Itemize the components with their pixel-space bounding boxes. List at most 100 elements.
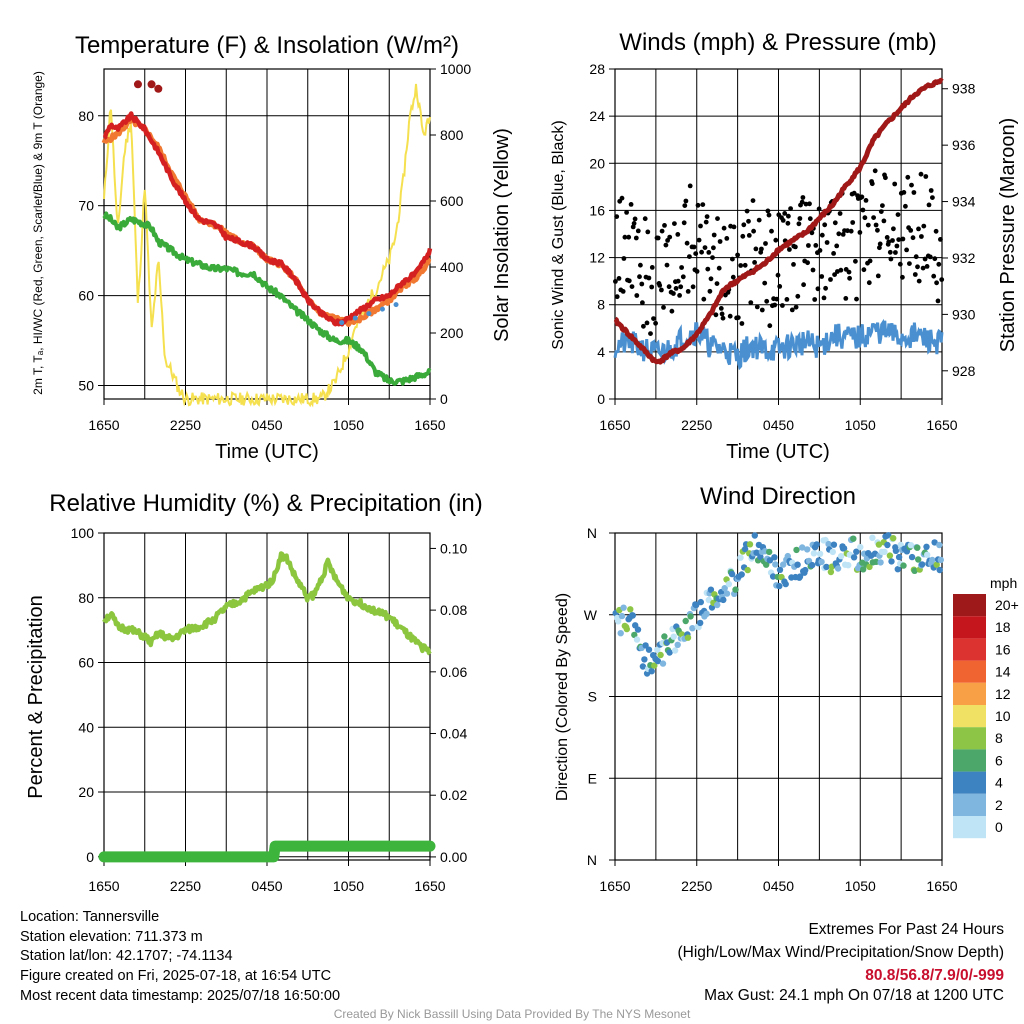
gust-point (675, 232, 681, 237)
winds-xtick-label: 1650 (926, 417, 957, 433)
gust-point (699, 249, 704, 255)
gust-point (799, 199, 805, 205)
station-pressure-line (613, 77, 944, 365)
gust-point (634, 293, 640, 298)
station-info: Location: Tannersville Station elevation… (20, 908, 340, 1007)
winds-ytick2-label: 938 (952, 81, 976, 97)
rh-ytick2-label: 0.08 (440, 602, 467, 618)
gust-point (805, 260, 810, 266)
gust-point (939, 277, 945, 282)
wind-direction-point (645, 646, 653, 653)
gust-point (884, 235, 890, 240)
winds-ytick-label: 0 (597, 391, 605, 407)
rh-ytick-label: 100 (71, 525, 95, 541)
rh-panel: Relative Humidity (%) & Precipitation (i… (25, 490, 483, 894)
gust-point (880, 203, 885, 209)
wind-direction-point (654, 657, 662, 665)
wind-direction-point (639, 663, 647, 670)
colorbar-swatch (953, 638, 986, 661)
wind-direction-point (707, 586, 715, 593)
wind-direction-point (746, 541, 754, 548)
colorbar-swatch (953, 616, 986, 639)
gust-point (784, 297, 790, 302)
wind-direction-point (782, 580, 789, 588)
gust-point (800, 195, 806, 200)
gust-point (666, 284, 672, 290)
wind-direction-point (737, 554, 744, 561)
gust-point (909, 182, 914, 188)
colorbar-swatch (953, 594, 986, 617)
rh-ytick2-label: 0.04 (440, 726, 467, 742)
wind-direction-point (714, 601, 721, 609)
gust-point (653, 320, 658, 326)
gust-point (816, 206, 822, 212)
gust-point (815, 286, 821, 292)
gust-point (927, 254, 933, 260)
wind-direction-point (877, 559, 884, 566)
gust-point (762, 280, 768, 286)
gust-point (614, 214, 620, 220)
wind-direction-point (661, 633, 668, 640)
gust-point (735, 315, 741, 320)
gust-point (836, 231, 842, 237)
gust-point (843, 296, 849, 301)
colorbar-swatch (953, 816, 986, 839)
gust-point (831, 251, 836, 256)
gust-point (767, 323, 773, 329)
info-recent: Most recent data timestamp: 2025/07/18 1… (20, 987, 341, 1004)
temp-xtick-label: 2250 (170, 417, 201, 433)
gust-point (707, 288, 713, 294)
temp-ytick2-label: 1000 (440, 61, 471, 77)
colorbar-label: 10 (995, 708, 1011, 724)
extremes-gust: Max Gust: 24.1 mph On 07/18 at 1200 UTC (704, 987, 1004, 1004)
wind-direction-point (918, 561, 926, 568)
gust-point (685, 289, 691, 294)
temp-ytick-label: 80 (78, 108, 94, 124)
gust-point (840, 232, 846, 237)
wind-direction-point (642, 642, 649, 649)
gust-point (708, 276, 714, 282)
gust-point (775, 272, 781, 278)
gust-point (671, 291, 676, 296)
wind-direction-point (908, 553, 916, 561)
wind-direction-point (886, 552, 894, 559)
gust-point (824, 240, 830, 245)
wdir-left-ylabel: Direction (Colored By Speed) (554, 593, 571, 801)
gust-point (791, 262, 796, 267)
rh-ytick2-label: 0.06 (440, 664, 467, 680)
gust-point (846, 269, 852, 275)
gust-point (936, 261, 942, 267)
wind-direction-point (796, 573, 804, 580)
gust-point (706, 250, 712, 255)
gust-point (819, 274, 825, 279)
colorbar-label: 18 (995, 619, 1011, 635)
gust-point (789, 307, 795, 313)
wind-chill-point (352, 315, 358, 321)
gust-point (640, 300, 645, 306)
wind-direction-point (772, 561, 779, 568)
temp-xlabel: Time (UTC) (215, 441, 319, 463)
gust-point (769, 228, 774, 234)
gust-point (735, 252, 740, 258)
gust-point (626, 278, 632, 284)
extremes-title: Extremes For Past 24 Hours (808, 921, 1004, 938)
winds-title: Winds (mph) & Pressure (mb) (619, 29, 936, 56)
gust-point (817, 248, 823, 253)
precipitation-line (98, 840, 436, 863)
credit-line: Created By Nick Bassill Using Data Provi… (333, 1007, 691, 1021)
gust-point (684, 240, 690, 246)
gust-point (751, 228, 756, 234)
gust-point (662, 223, 667, 228)
wind-direction-point (666, 649, 673, 656)
colorbar-label: 6 (995, 752, 1003, 768)
gust-point (649, 284, 655, 290)
wind-direction-point (697, 598, 704, 606)
winds-panel: Winds (mph) & Pressure (mb) 1650 2250 0450… (550, 29, 1019, 463)
gust-point (928, 188, 934, 193)
gust-point (900, 236, 906, 242)
wind-direction-point (900, 562, 907, 569)
gust-point (629, 284, 635, 289)
relative-humidity-line (102, 551, 432, 656)
gust-point (916, 226, 921, 232)
gust-point (883, 175, 888, 181)
